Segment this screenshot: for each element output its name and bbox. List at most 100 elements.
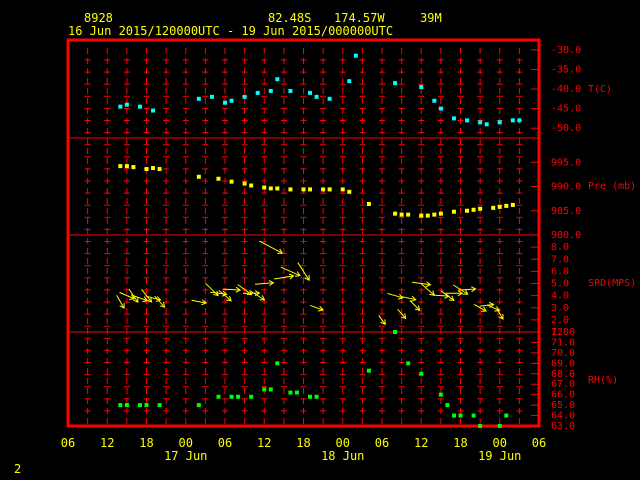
temperature-point: [229, 98, 234, 103]
humidity-point: [393, 330, 398, 334]
pressure-point: [301, 187, 306, 192]
pressure-point: [275, 186, 280, 191]
wind-arrow: [297, 262, 310, 281]
y-tick-label: 67.0: [551, 379, 575, 390]
y-tick-label: 70.0: [551, 348, 575, 359]
y-tick-label: -50.0: [551, 123, 581, 134]
wind-arrow-head: [400, 313, 407, 320]
y-tick-label: 995.0: [551, 157, 581, 168]
wind-arrow-head: [397, 293, 404, 300]
humidity-point: [144, 403, 149, 408]
temperature-point: [314, 94, 319, 99]
temperature-point: [419, 85, 424, 90]
wind-arrow-head: [457, 290, 464, 297]
pressure-point: [510, 202, 515, 207]
humidity-point: [366, 368, 371, 373]
elevation: 39M: [420, 11, 442, 25]
plot-frame: [66, 38, 541, 428]
humidity-point: [236, 394, 241, 399]
wind-arrow-head: [498, 313, 504, 320]
pressure-point: [340, 187, 345, 192]
pressure-point: [249, 183, 254, 188]
y-tick-label: 68.0: [551, 369, 575, 380]
temperature-point: [223, 100, 227, 105]
pressure-point: [419, 213, 424, 218]
wind-arrow-head: [304, 275, 310, 281]
temperature-point: [484, 122, 489, 127]
wind-arrow-head: [129, 294, 136, 300]
wind-arrow: [387, 292, 403, 299]
wind-arrow-head: [288, 273, 295, 280]
y-tick-label: 64.0: [551, 411, 575, 422]
temperature-point: [347, 79, 352, 84]
pressure-point: [321, 187, 326, 192]
wind-arrow: [154, 295, 165, 308]
wind-arrow-head: [119, 303, 125, 309]
longitude: 174.57W: [334, 11, 385, 25]
wind-arrow: [409, 300, 421, 311]
wind-arrow: [141, 289, 152, 303]
pressure-point: [216, 176, 221, 181]
humidity-point: [438, 392, 443, 397]
y-tick-label: 980.0: [551, 230, 581, 241]
humidity-point: [314, 394, 319, 399]
humidity-point: [216, 394, 221, 399]
pressure-point: [432, 212, 437, 217]
panel-label-wind: SPD(MPS): [588, 278, 636, 289]
wind-arrow-head: [380, 319, 386, 326]
wind-arrow: [210, 291, 227, 295]
pressure-point: [465, 208, 470, 213]
y-tick-label: 71.0: [551, 337, 575, 348]
x-tick-label: 18: [296, 436, 310, 450]
wind-arrow: [412, 281, 431, 286]
x-tick-label: 18: [453, 436, 467, 450]
temperature-point: [438, 106, 443, 111]
wind-arrow: [132, 295, 148, 302]
pressure-point: [151, 166, 156, 171]
date-label: 17 Jun: [164, 449, 207, 463]
wind-arrow: [218, 290, 232, 302]
x-tick-label: 12: [414, 436, 428, 450]
humidity-point: [478, 424, 483, 428]
y-tick-label: 2.0: [551, 315, 569, 326]
pressure-point: [491, 205, 496, 210]
y-tick-label: 1.0: [551, 327, 569, 338]
x-tick-label: 00: [336, 436, 350, 450]
wind-arrow-head: [462, 289, 469, 295]
humidity-point: [294, 390, 299, 395]
wind-arrow: [280, 266, 301, 277]
temperature-point: [275, 77, 280, 82]
panel-label-temperature: T(C): [588, 84, 612, 95]
humidity-point: [229, 394, 234, 399]
y-tick-label: 63.0: [551, 421, 575, 432]
temperature-point: [288, 88, 293, 93]
wind-arrow-head: [221, 290, 228, 297]
wind-arrow-head: [235, 286, 242, 293]
wind-arrow-head: [277, 248, 284, 254]
wind-arrow-head: [317, 305, 324, 312]
y-tick-label: 990.0: [551, 182, 581, 193]
x-tick-label: 06: [532, 436, 546, 450]
wind-arrow: [274, 275, 294, 280]
wind-arrow: [116, 295, 125, 309]
humidity-point: [497, 424, 502, 428]
pressure-point: [497, 204, 502, 209]
temperature-point: [432, 98, 437, 103]
humidity-point: [308, 394, 313, 399]
temperature-point: [308, 90, 313, 95]
wind-arrow: [432, 294, 449, 297]
y-tick-label: 65.0: [551, 400, 575, 411]
humidity-point: [419, 371, 424, 376]
temperature-point: [510, 118, 515, 123]
temperature-point: [137, 104, 142, 109]
wind-arrow: [496, 308, 504, 320]
y-tick-label: 72.0: [551, 327, 575, 338]
pressure-point: [268, 186, 273, 191]
x-tick-label: 06: [61, 436, 75, 450]
wind-arrow: [259, 240, 283, 254]
wind-arrow-head: [213, 290, 219, 297]
wind-arrow: [222, 288, 241, 291]
pressure-point: [399, 212, 404, 217]
pressure-point: [118, 164, 123, 169]
wind-arrow-head: [133, 297, 139, 304]
